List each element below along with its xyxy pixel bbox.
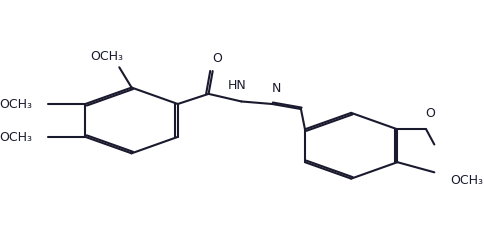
Text: OCH₃: OCH₃ [0,98,32,111]
Text: HN: HN [228,79,247,92]
Text: OCH₃: OCH₃ [0,131,32,144]
Text: OCH₃: OCH₃ [451,174,484,187]
Text: N: N [272,82,281,94]
Text: O: O [425,107,435,120]
Text: OCH₃: OCH₃ [91,50,123,63]
Text: O: O [212,51,222,64]
